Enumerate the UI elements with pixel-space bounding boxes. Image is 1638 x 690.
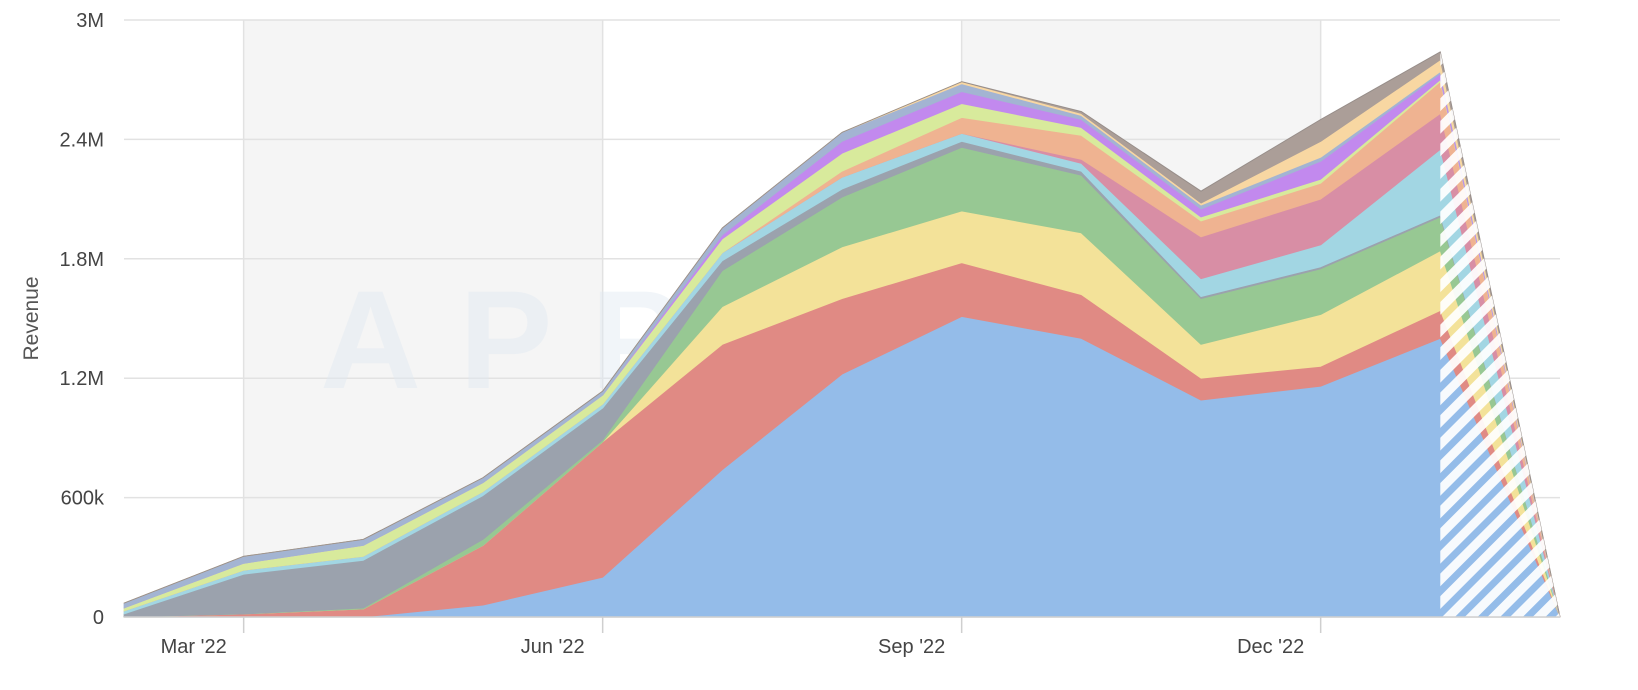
- stack-top-line: [123, 51, 1561, 618]
- x-tick-label: Dec '22: [1237, 636, 1304, 658]
- projected-hatch-overlay: [1440, 51, 1560, 618]
- y-tick-label: 2.4M: [60, 129, 104, 151]
- x-axis: Mar '22 Jun '22 Sep '22 Dec '22: [124, 616, 1560, 658]
- x-tick-label: Mar '22: [161, 636, 227, 658]
- y-tick-label: 0: [93, 607, 104, 629]
- y-tick-label: 3M: [76, 10, 104, 32]
- y-axis: 0 600k 1.2M 1.8M 2.4M 3M: [60, 10, 105, 629]
- y-tick-label: 1.2M: [60, 368, 104, 390]
- y-tick-label: 1.8M: [60, 249, 104, 271]
- y-axis-title: Revenue: [20, 276, 43, 360]
- x-tick-label: Jun '22: [521, 636, 585, 658]
- projected-hatch: [1440, 51, 1560, 618]
- x-tick-label: Sep '22: [878, 636, 945, 658]
- y-tick-label: 600k: [61, 488, 105, 510]
